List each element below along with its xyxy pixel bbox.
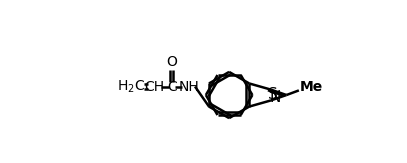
Text: C: C	[167, 80, 177, 94]
Text: N: N	[269, 90, 280, 105]
Text: O: O	[166, 55, 177, 69]
Text: CH: CH	[144, 80, 165, 94]
Text: S: S	[268, 87, 278, 102]
Text: Me: Me	[300, 80, 323, 94]
Text: NH: NH	[178, 80, 199, 94]
Text: H$_2$C: H$_2$C	[118, 78, 146, 95]
